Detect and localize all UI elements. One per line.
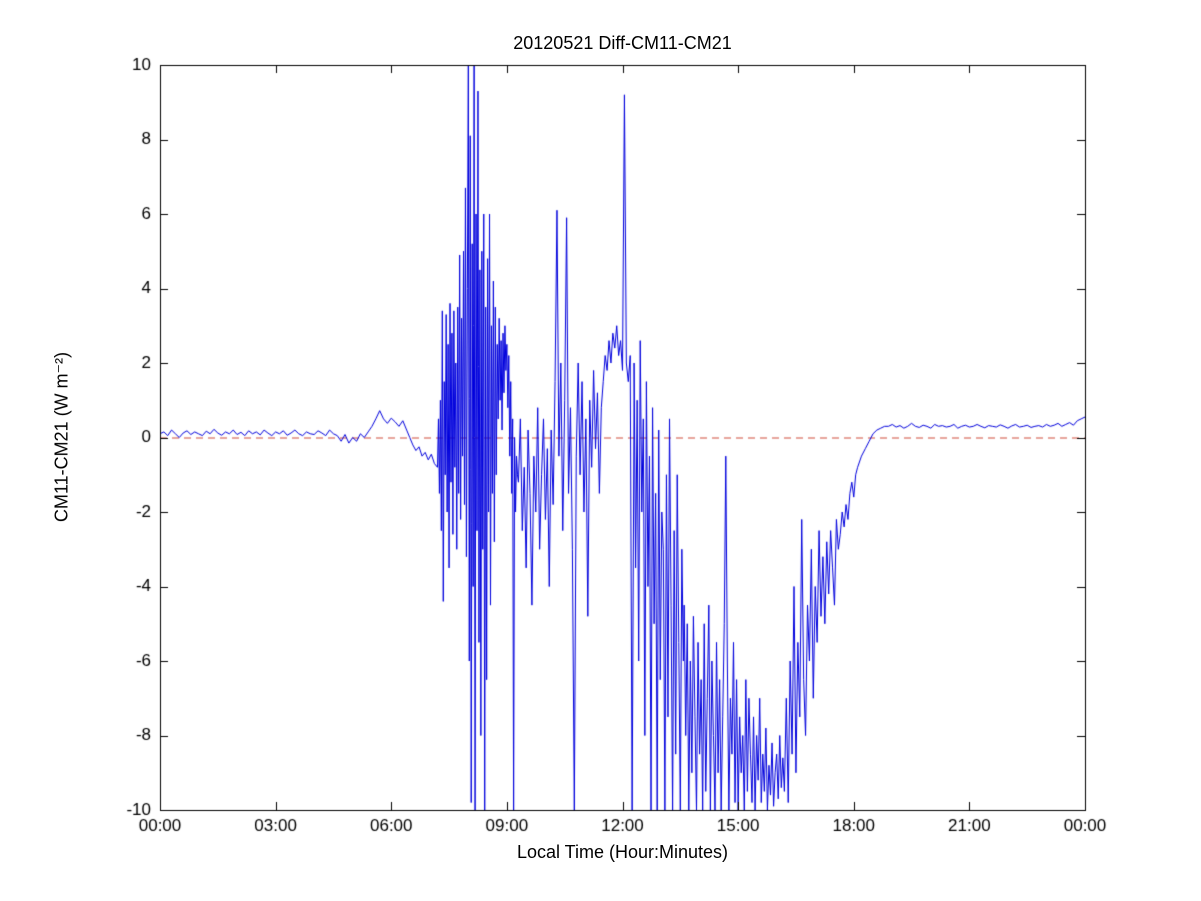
y-axis-label-text: CM11-CM21 (W m⁻²) (51, 351, 72, 523)
chart-title: 20120521 Diff-CM11-CM21 (513, 33, 732, 53)
x-axis-label: Local Time (Hour:Minutes) (516, 842, 729, 862)
